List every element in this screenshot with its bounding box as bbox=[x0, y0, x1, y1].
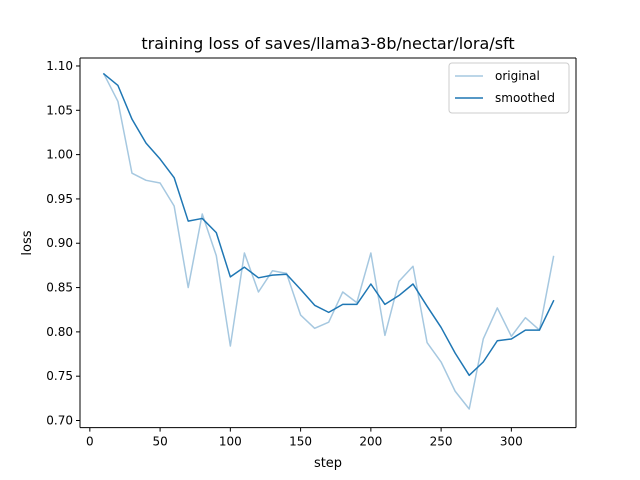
y-tick-label: 1.05 bbox=[46, 103, 73, 117]
y-tick-label: 1.10 bbox=[46, 59, 73, 73]
y-tick-label: 0.95 bbox=[46, 192, 73, 206]
y-tick-label: 0.85 bbox=[46, 281, 73, 295]
y-axis-ticks: 0.70 0.75 0.80 0.85 0.90 0.95 1.00 1.05 1.10 bbox=[46, 59, 80, 428]
chart-title: training loss of saves/llama3-8b/nectar/… bbox=[141, 34, 514, 53]
series-line-original bbox=[102, 72, 555, 410]
x-tick-label: 150 bbox=[289, 435, 312, 449]
y-tick-label: 0.80 bbox=[46, 325, 73, 339]
x-tick-label: 0 bbox=[86, 435, 94, 449]
x-axis-label: step bbox=[314, 456, 342, 471]
y-tick-label: 0.75 bbox=[46, 369, 73, 383]
x-axis-ticks: 0 50 100 150 200 250 300 bbox=[86, 427, 523, 449]
y-tick-label: 0.90 bbox=[46, 236, 73, 250]
plot-background bbox=[80, 58, 576, 428]
y-tick-label: 0.70 bbox=[46, 414, 73, 428]
x-tick-label: 100 bbox=[219, 435, 242, 449]
legend-label-smoothed: smoothed bbox=[495, 91, 555, 105]
series-line-smoothed bbox=[102, 72, 555, 377]
legend: original smoothed bbox=[448, 62, 570, 114]
x-tick-label: 200 bbox=[359, 435, 382, 449]
series-layer bbox=[102, 72, 555, 410]
legend-label-original: original bbox=[495, 69, 540, 83]
x-tick-label: 300 bbox=[500, 435, 523, 449]
x-tick-label: 50 bbox=[152, 435, 167, 449]
axes-frame bbox=[79, 57, 577, 429]
y-tick-label: 1.00 bbox=[46, 148, 73, 162]
y-axis-label: loss bbox=[20, 230, 35, 255]
x-tick-label: 250 bbox=[430, 435, 453, 449]
